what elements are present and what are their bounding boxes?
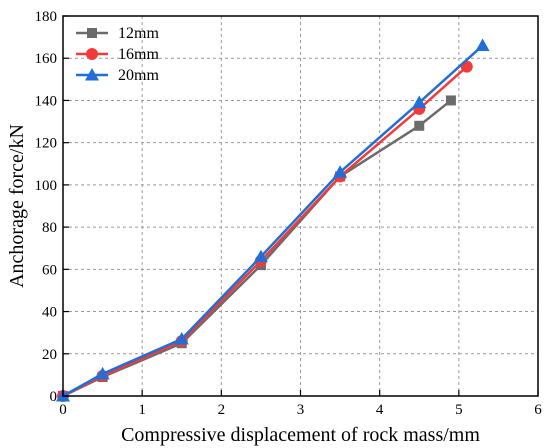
y-tick-label: 160 — [35, 51, 58, 67]
legend-item: 12mm — [76, 25, 159, 42]
grid-lines — [63, 16, 538, 396]
y-tick-label: 120 — [35, 136, 58, 152]
data-point-square — [414, 120, 425, 131]
x-tick-label: 6 — [534, 402, 542, 418]
legend-item: 20mm — [76, 67, 159, 84]
x-tick-label: 4 — [376, 402, 384, 418]
legend-label: 20mm — [118, 67, 159, 84]
series-line — [62, 99, 452, 398]
y-tick-label: 20 — [42, 347, 57, 363]
data-point-triangle — [95, 366, 110, 380]
data-point-triangle — [174, 332, 189, 345]
legend-label: 12mm — [118, 25, 159, 42]
data-point-triangle — [475, 38, 490, 52]
x-tick-label: 3 — [297, 402, 305, 418]
data-point-triangle — [412, 95, 427, 109]
y-tick-label: 80 — [42, 220, 57, 236]
data-point-triangle — [253, 249, 268, 263]
series-line — [62, 65, 468, 398]
y-tick-label: 40 — [42, 305, 57, 321]
y-tick-label: 0 — [50, 389, 58, 405]
legend-marker-triangle — [85, 68, 99, 81]
x-axis-title: Compressive displacement of rock mass/mm — [121, 424, 480, 446]
x-tick-label: 1 — [138, 402, 146, 418]
y-tick-label: 100 — [35, 178, 58, 194]
series-12mm — [58, 95, 456, 401]
legend-marker-circle — [86, 48, 98, 60]
series-layer — [56, 38, 490, 402]
y-tick-label: 60 — [42, 262, 57, 278]
x-tick-label: 2 — [218, 402, 226, 418]
legend-marker-square — [87, 28, 97, 38]
data-point-square — [445, 95, 456, 106]
legend-label: 16mm — [118, 46, 159, 63]
data-point-triangle — [333, 165, 348, 178]
x-tick-label: 0 — [59, 402, 67, 418]
legend: 12mm 16mm 20mm — [76, 25, 159, 84]
y-axis-title: Anchorage force/kN — [6, 124, 28, 288]
legend-item: 16mm — [76, 46, 159, 63]
x-tick-label: 5 — [455, 402, 463, 418]
y-tick-label: 180 — [35, 9, 58, 25]
series-20mm — [56, 38, 490, 402]
y-tick-label: 140 — [35, 93, 58, 109]
